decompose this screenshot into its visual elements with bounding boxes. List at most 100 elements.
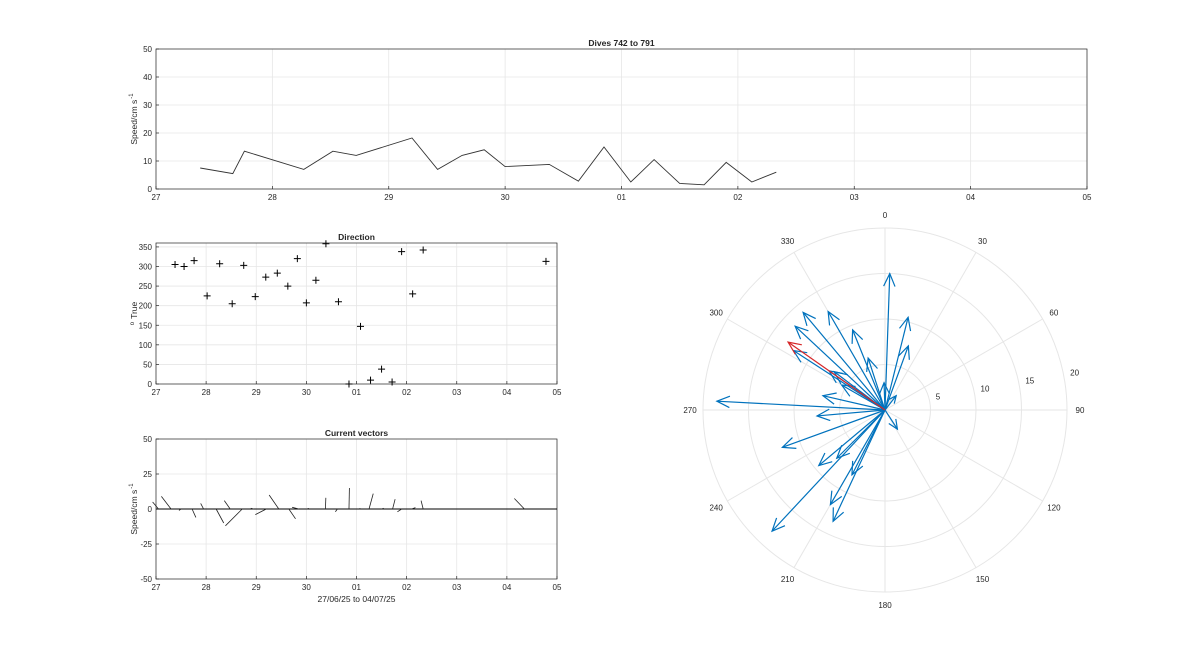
- current-arrow: [884, 409, 898, 430]
- current-arrow-head: [898, 344, 910, 360]
- current-stick: [335, 508, 338, 513]
- polar-spoke: [884, 409, 1043, 502]
- current-arrow: [822, 395, 886, 411]
- theta-tick-label: 60: [1049, 309, 1058, 318]
- y-tick-label: 350: [139, 243, 153, 252]
- direction-point: [302, 299, 310, 307]
- direction-point: [262, 273, 270, 281]
- current-stick: [514, 498, 525, 510]
- current-arrow-head: [899, 315, 912, 332]
- current-arrow: [851, 409, 886, 476]
- current-arrow: [782, 409, 886, 448]
- current-arrow-head: [832, 370, 848, 385]
- y-tick-label: -25: [140, 540, 152, 549]
- chart-vectors: 27 28 29 30 01 02 03 04 05 -50 -25 0 25 50 Current vec…: [129, 428, 562, 604]
- x-tick-label: 03: [452, 388, 461, 397]
- theta-tick-label: 240: [709, 504, 723, 513]
- direction-point: [334, 298, 342, 306]
- x-tick-label: 28: [202, 388, 211, 397]
- y-tick-label: -50: [140, 575, 152, 584]
- direction-point: [419, 246, 427, 254]
- current-arrow-head: [888, 418, 899, 431]
- y-tick-label: 10: [143, 157, 152, 166]
- x-tick-label: 01: [352, 583, 361, 592]
- current-stick: [292, 506, 299, 510]
- current-arrow-head: [835, 444, 851, 460]
- current-arrow-head: [771, 517, 786, 533]
- y-tick-label: 30: [143, 101, 152, 110]
- current-arrow: [883, 382, 886, 411]
- current-stick: [250, 507, 254, 510]
- x-tick-label: 28: [202, 583, 211, 592]
- direction-point: [367, 376, 375, 384]
- y-axis-label-sup: o: [130, 321, 136, 325]
- x-tick-label: 01: [617, 193, 626, 202]
- x-tick-label: 30: [501, 193, 510, 202]
- x-tick-label: 30: [302, 388, 311, 397]
- direction-point: [378, 365, 386, 373]
- x-tick-label: 27: [152, 583, 161, 592]
- x-tick-label: 27: [152, 388, 161, 397]
- direction-point: [398, 248, 406, 256]
- current-arrow: [832, 409, 886, 522]
- current-stick: [288, 508, 296, 520]
- direction-point: [190, 257, 198, 265]
- current-stick: [397, 508, 402, 513]
- y-tick-label: 0: [148, 505, 153, 514]
- r-tick-label: 10: [981, 385, 990, 394]
- x-tick-label: 27: [152, 193, 161, 202]
- current-arrow-head: [821, 392, 837, 405]
- current-arrow: [794, 325, 886, 411]
- current-arrow-head: [815, 408, 831, 422]
- current-arrow: [884, 317, 909, 411]
- current-stick: [381, 507, 384, 510]
- current-arrow-head: [883, 272, 896, 287]
- y-axis-label: Speed/cm s-1: [129, 483, 139, 535]
- direction-point: [357, 322, 365, 330]
- chart-title: Dives 742 to 791: [588, 38, 654, 48]
- current-stick: [368, 493, 374, 510]
- x-tick-label: 29: [384, 193, 393, 202]
- chart-polar: 0 30 60 90 120 150 180 210 240 270 300 330 5 10 15 20: [683, 211, 1085, 610]
- x-tick-label: 05: [553, 583, 562, 592]
- current-stick: [268, 494, 280, 510]
- x-tick-label: 04: [966, 193, 975, 202]
- mean-current-arrow-head: [786, 341, 802, 355]
- theta-tick-label: 90: [1076, 406, 1085, 415]
- theta-tick-label: 120: [1047, 504, 1061, 513]
- y-axis-label-sup: -1: [129, 483, 135, 489]
- current-arrow: [802, 312, 886, 411]
- x-tick-label: 05: [1083, 193, 1092, 202]
- r-tick-label: 15: [1025, 377, 1034, 386]
- current-stick: [306, 508, 309, 510]
- x-tick-label: 01: [352, 388, 361, 397]
- current-arrow: [771, 409, 886, 532]
- current-arrow: [827, 311, 886, 411]
- current-arrow: [818, 409, 886, 467]
- mean-current-arrow: [787, 341, 886, 411]
- current-stick: [392, 499, 396, 510]
- x-tick-label: 30: [302, 583, 311, 592]
- current-stick: [152, 501, 159, 510]
- x-tick-label: 03: [850, 193, 859, 202]
- current-arrow: [836, 409, 886, 459]
- x-tick-label: 02: [402, 388, 411, 397]
- y-axis-label-text: Speed/cm s: [129, 100, 139, 145]
- current-arrow-head: [832, 507, 845, 523]
- polar-spoke: [727, 409, 886, 502]
- theta-tick-label: 270: [683, 406, 697, 415]
- y-tick-label: 0: [148, 185, 153, 194]
- y-axis-label: o True: [129, 301, 139, 325]
- current-arrow: [852, 329, 886, 411]
- polar-spoke: [884, 318, 1043, 411]
- x-tick-label: 29: [252, 388, 261, 397]
- current-arrow: [816, 409, 886, 417]
- y-tick-label: 25: [143, 470, 152, 479]
- theta-tick-label: 330: [781, 237, 795, 246]
- theta-tick-label: 30: [978, 237, 987, 246]
- chart-title: Current vectors: [325, 428, 389, 438]
- current-arrow-head: [781, 437, 797, 449]
- polar-spoke: [884, 409, 977, 568]
- direction-point: [251, 293, 259, 301]
